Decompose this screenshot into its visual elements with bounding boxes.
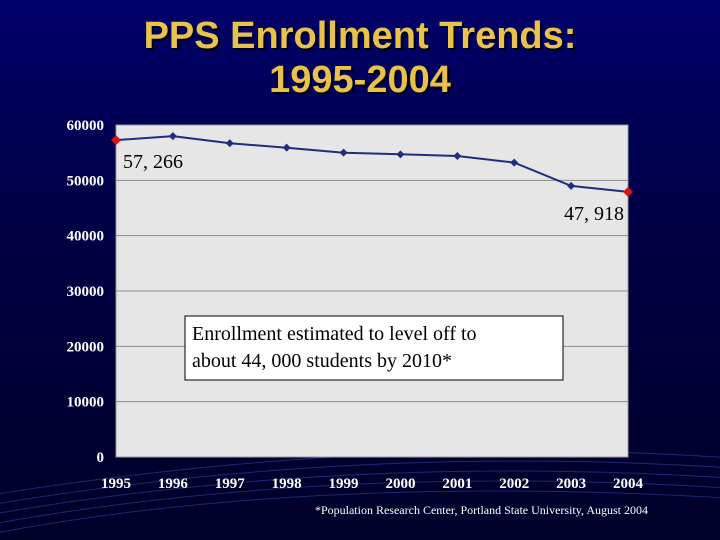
data-point-2000 xyxy=(396,150,405,159)
y-tick-label: 40000 xyxy=(67,229,105,245)
data-label-2004: 47, 918 xyxy=(564,203,624,225)
y-tick-label: 30000 xyxy=(67,284,105,300)
data-point-1995 xyxy=(111,135,121,146)
x-tick-label: 2004 xyxy=(613,476,644,492)
data-point-2002 xyxy=(510,158,519,167)
data-points xyxy=(111,132,633,197)
y-tick-label: 20000 xyxy=(67,339,105,355)
x-tick-label: 2003 xyxy=(556,476,586,492)
y-tick-label: 50000 xyxy=(67,173,105,189)
x-axis-tick-labels: 1995 1996 1997 1998 1999 2000 2001 2002 2003 2004 xyxy=(101,476,644,492)
y-axis-tick-labels: 0 10000 20000 30000 40000 50000 60000 xyxy=(67,118,105,466)
data-point-1997 xyxy=(225,139,234,148)
y-tick-label: 60000 xyxy=(67,118,105,134)
data-point-1999 xyxy=(339,148,348,157)
annotation-line-1: Enrollment estimated to level off to xyxy=(192,323,477,345)
annotation-box xyxy=(184,315,564,381)
x-tick-label: 1997 xyxy=(215,476,246,492)
data-point-1998 xyxy=(282,143,291,152)
slide-title: PPS Enrollment Trends: 1995-2004 xyxy=(0,14,720,102)
x-tick-label: 1999 xyxy=(329,476,359,492)
data-label-1995: 57, 266 xyxy=(123,151,183,173)
y-tick-label: 0 xyxy=(97,450,105,466)
x-tick-label: 1995 xyxy=(101,476,131,492)
series-line xyxy=(115,135,629,193)
x-tick-label: 1996 xyxy=(158,476,189,492)
annotation-line-2: about 44, 000 students by 2010* xyxy=(192,350,452,372)
title-line-1: PPS Enrollment Trends: xyxy=(143,15,577,57)
data-point-1996 xyxy=(168,132,177,141)
x-tick-label: 1998 xyxy=(272,476,302,492)
x-tick-label: 2002 xyxy=(499,476,529,492)
data-point-2003 xyxy=(567,181,576,190)
data-point-2001 xyxy=(453,151,462,160)
source-note: *Population Research Center, Portland St… xyxy=(314,503,648,517)
x-tick-label: 2000 xyxy=(385,476,415,492)
data-point-2004 xyxy=(623,186,633,197)
y-tick-label: 10000 xyxy=(67,395,105,411)
title-line-2: 1995-2004 xyxy=(269,59,451,101)
x-tick-label: 2001 xyxy=(442,476,472,492)
